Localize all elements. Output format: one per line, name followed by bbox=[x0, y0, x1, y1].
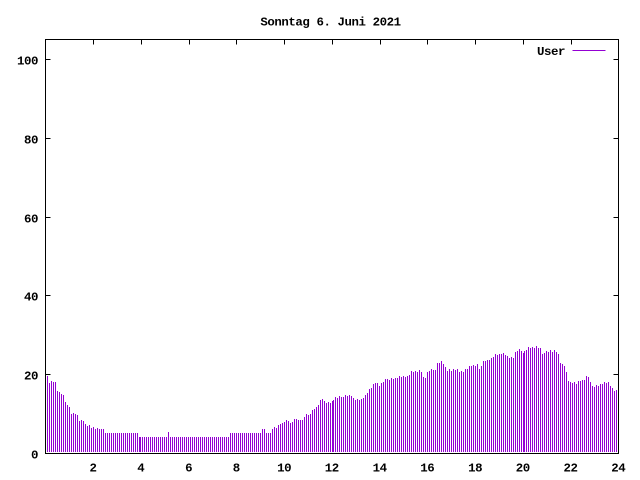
svg-text:0: 0 bbox=[31, 449, 38, 463]
svg-text:4: 4 bbox=[137, 461, 145, 475]
svg-text:22: 22 bbox=[563, 461, 577, 475]
svg-text:User: User bbox=[537, 45, 565, 59]
svg-text:100: 100 bbox=[17, 55, 38, 69]
svg-text:80: 80 bbox=[24, 134, 38, 148]
svg-text:2: 2 bbox=[89, 461, 96, 475]
svg-text:14: 14 bbox=[373, 461, 388, 475]
svg-text:40: 40 bbox=[24, 291, 38, 305]
svg-text:18: 18 bbox=[468, 461, 482, 475]
svg-text:12: 12 bbox=[325, 461, 339, 475]
svg-text:6: 6 bbox=[185, 461, 192, 475]
svg-text:Sonntag 6. Juni 2021: Sonntag 6. Juni 2021 bbox=[260, 15, 400, 29]
svg-text:60: 60 bbox=[24, 213, 38, 227]
svg-text:16: 16 bbox=[420, 461, 434, 475]
svg-text:8: 8 bbox=[233, 461, 240, 475]
svg-text:20: 20 bbox=[24, 370, 38, 384]
svg-text:24: 24 bbox=[611, 461, 626, 475]
svg-text:20: 20 bbox=[516, 461, 530, 475]
svg-text:10: 10 bbox=[277, 461, 291, 475]
